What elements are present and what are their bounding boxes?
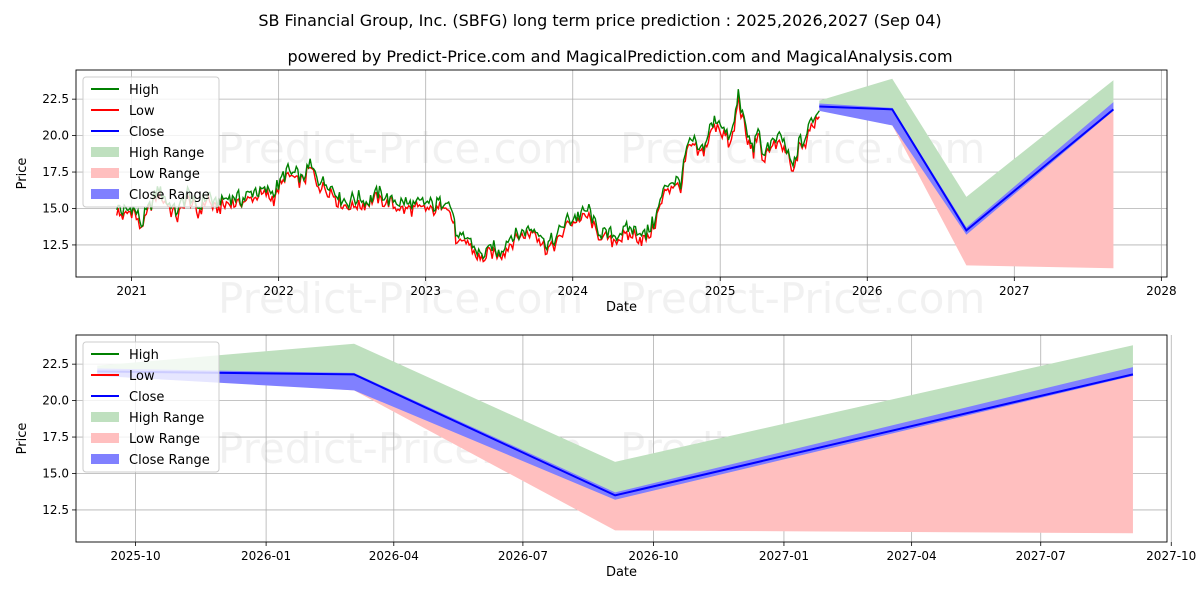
x-tick-label: 2027 [999, 284, 1030, 298]
legend-swatch-low-range [91, 433, 119, 443]
legend-swatch-close-range [91, 454, 119, 464]
x-tick-label: 2026 [852, 284, 883, 298]
legend-label: Low [129, 104, 155, 119]
legend: High Low Close High Range Low Range Close Ran… [82, 341, 220, 473]
legend-label: Close Range [129, 188, 210, 203]
y-tick-label: 20.0 [42, 394, 69, 408]
top-panel: 12.5 15.0 17.5 20.0 22.5 2021 2022 2023 2024 2025… [15, 69, 1177, 315]
legend-label: Close [129, 390, 164, 405]
x-tick-label: 2026-07 [498, 549, 548, 563]
y-tick-label: 15.0 [42, 201, 69, 215]
low-range-band [97, 371, 1133, 534]
y-tick-label: 22.5 [42, 92, 69, 106]
x-tick-label: 2024 [557, 284, 588, 298]
legend-swatch-low-range [91, 168, 119, 178]
x-tick-label: 2026-01 [241, 549, 291, 563]
x-tick-label: 2026-04 [369, 549, 419, 563]
y-axis-label: Price [15, 158, 30, 190]
x-tick-label: 2026-10 [628, 549, 678, 563]
plot-frame [75, 334, 1168, 543]
x-tick-label: 2027-04 [887, 549, 937, 563]
legend-label: Low Range [129, 432, 200, 447]
legend-label: Close Range [129, 453, 210, 468]
y-tick-label: 12.5 [42, 503, 69, 517]
low-range-band [819, 106, 1114, 269]
x-tick-label: 2025 [705, 284, 736, 298]
close-forecast-line [819, 105, 1115, 232]
bottom-panel: 12.5 15.0 17.5 20.0 22.5 2025-10 2026-01 2026-0… [15, 334, 1196, 580]
watermark-mid-2: Predict-Price.com [620, 274, 985, 323]
legend-label: High Range [129, 146, 204, 161]
y-tick-label: 15.0 [42, 466, 69, 480]
x-tick-label: 2027-10 [1146, 549, 1196, 563]
x-tick-label: 2023 [410, 284, 441, 298]
legend-label: High [129, 83, 159, 98]
x-tick-label: 2022 [263, 284, 294, 298]
low-price-line [116, 94, 820, 263]
y-tick-label: 22.5 [42, 357, 69, 371]
x-tick-label: 2021 [116, 284, 147, 298]
legend-label: High [129, 348, 159, 363]
legend-label: Close [129, 125, 164, 140]
y-tick-label: 17.5 [42, 430, 69, 444]
x-axis-label: Date [606, 300, 637, 315]
x-tick-label: 2027-07 [1016, 549, 1066, 563]
legend-swatch-close-range [91, 189, 119, 199]
y-tick-label: 20.0 [42, 129, 69, 143]
x-axis-label: Date [606, 565, 637, 580]
plot-frame [75, 69, 1168, 278]
x-tick-label: 2027-01 [759, 549, 809, 563]
x-tick-label: 2025-10 [111, 549, 161, 563]
close-range-band [819, 102, 1114, 235]
legend-swatch-high-range [91, 147, 119, 157]
watermark-mid-1: Predict-Price.com [218, 274, 583, 323]
x-tick-label: 2028 [1146, 284, 1177, 298]
y-tick-label: 12.5 [42, 238, 69, 252]
legend-label: Low Range [129, 167, 200, 182]
legend-label: High Range [129, 411, 204, 426]
legend-swatch-high-range [91, 412, 119, 422]
legend-label: Low [129, 369, 155, 384]
y-axis-label: Price [15, 423, 30, 455]
chart-title: SB Financial Group, Inc. (SBFG) long ter… [258, 11, 941, 30]
legend: High Low Close High Range Low Range Close Ran… [82, 76, 220, 208]
close-forecast-line [97, 370, 1134, 497]
high-price-line [116, 89, 820, 261]
watermark-top-1: Predict-Price.com [218, 124, 583, 173]
y-tick-label: 17.5 [42, 165, 69, 179]
chart-subtitle: powered by Predict-Price.com and Magical… [287, 47, 952, 66]
